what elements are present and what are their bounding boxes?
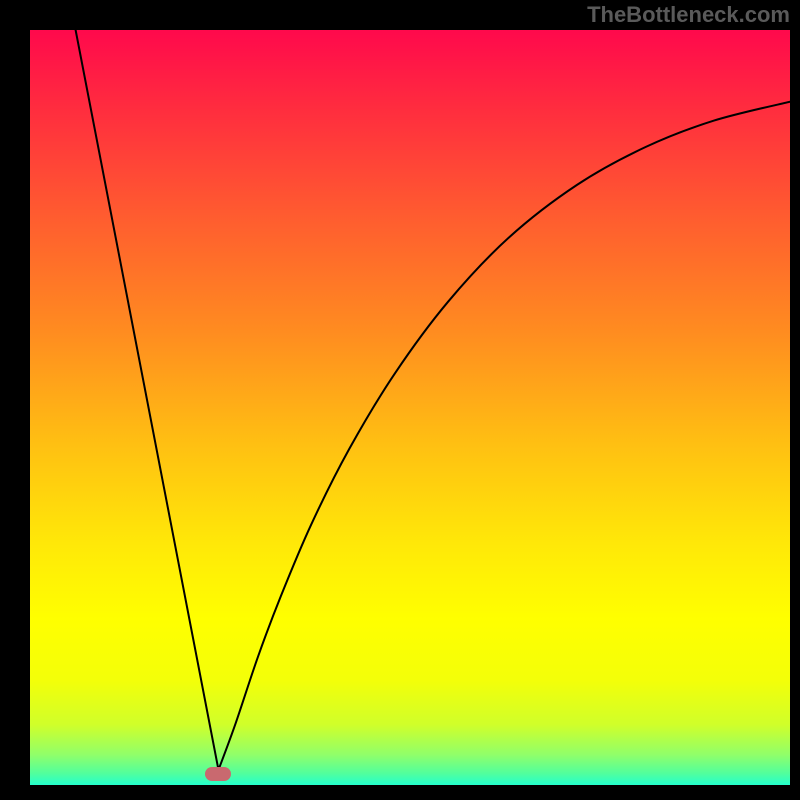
watermark-label: TheBottleneck.com	[587, 2, 790, 28]
bottleneck-curve	[30, 30, 790, 785]
plot-area	[30, 30, 790, 785]
minimum-marker	[205, 767, 231, 781]
chart-container: TheBottleneck.com	[0, 0, 800, 800]
